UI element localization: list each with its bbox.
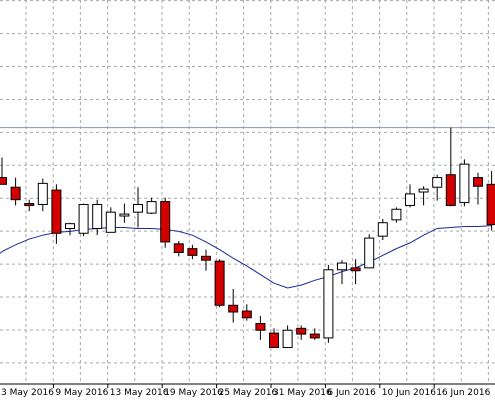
candle-body-bear xyxy=(255,323,266,331)
candle-body-bull xyxy=(146,201,157,214)
candle xyxy=(241,304,252,321)
candle xyxy=(418,186,429,206)
candle-body-bear xyxy=(173,243,184,253)
candle xyxy=(119,203,130,223)
candle xyxy=(282,325,293,349)
x-tick-label: 3 May 2016 xyxy=(1,388,54,398)
candles xyxy=(0,127,495,349)
x-tick-label: 6 Jun 2016 xyxy=(327,388,376,398)
candle xyxy=(24,199,35,212)
candle xyxy=(228,288,239,323)
candle xyxy=(473,172,483,205)
candle xyxy=(51,184,62,244)
candle xyxy=(65,222,75,236)
x-tick-label: 19 May 2016 xyxy=(164,388,223,398)
candle xyxy=(377,218,388,240)
candle xyxy=(309,328,320,340)
grid-lines xyxy=(0,0,495,384)
candle xyxy=(405,184,415,208)
candle-body-bull xyxy=(37,182,48,205)
candle-body-bear xyxy=(350,267,361,272)
candle xyxy=(269,328,279,349)
candle xyxy=(214,259,225,308)
candle-body-bear xyxy=(296,327,307,335)
candle-body-bull xyxy=(418,188,429,193)
x-tick-label: 10 Jun 2016 xyxy=(382,388,436,398)
x-tick-label: 13 May 2016 xyxy=(110,388,169,398)
candle xyxy=(92,199,103,236)
candle-body-bear xyxy=(228,304,239,313)
candle-body-bull xyxy=(364,237,375,269)
x-tick-label: 25 May 2016 xyxy=(219,388,278,398)
candle-body-bull xyxy=(282,329,293,349)
candle-body-bear xyxy=(473,177,483,187)
candle xyxy=(337,260,347,285)
candle-body-bear xyxy=(201,255,211,261)
candle xyxy=(364,234,375,269)
candle-body-bull xyxy=(133,203,143,213)
candle xyxy=(391,207,402,223)
candle-body-bull xyxy=(377,222,388,237)
candle-body-bear xyxy=(486,183,495,226)
candle xyxy=(160,197,171,248)
candle-body-bear xyxy=(24,203,35,206)
x-tick-label: 9 May 2016 xyxy=(55,388,108,398)
candle xyxy=(323,264,334,343)
candle xyxy=(486,170,495,231)
candle xyxy=(133,187,143,228)
candle xyxy=(146,197,157,215)
candle-body-bear xyxy=(445,174,456,206)
candle-body-bear xyxy=(51,189,62,234)
candle xyxy=(432,174,443,201)
candle-body-bull xyxy=(337,262,347,271)
candle xyxy=(10,177,21,206)
candle-body-bear xyxy=(309,333,320,339)
candle-body-bear xyxy=(214,260,225,306)
moving-average-line xyxy=(0,225,492,289)
candle-body-bull xyxy=(119,213,130,217)
candle-body-bull xyxy=(78,203,89,234)
candle xyxy=(350,259,361,285)
candle-body-bear xyxy=(187,248,198,256)
candle-body-bear xyxy=(269,332,279,349)
candle-body-bear xyxy=(160,201,171,243)
candle xyxy=(0,157,7,185)
candle xyxy=(296,325,307,340)
moving-average-layer xyxy=(0,225,492,289)
candle xyxy=(201,249,211,271)
candle xyxy=(105,207,116,233)
candle-body-bull xyxy=(65,223,75,229)
candle xyxy=(187,244,198,260)
candle-body-bull xyxy=(432,177,443,188)
candle-body-bull xyxy=(105,211,116,233)
candle xyxy=(459,159,470,207)
x-tick-label: 16 Jun 2016 xyxy=(436,388,490,398)
candle xyxy=(255,315,266,340)
candle xyxy=(173,240,184,257)
x-tick-label: 31 May 2016 xyxy=(273,388,332,398)
candle-body-bear xyxy=(10,186,21,201)
candle-body-bear xyxy=(0,177,7,185)
candle xyxy=(445,127,456,207)
candle-body-bull xyxy=(405,193,415,206)
candle xyxy=(37,178,48,212)
candle xyxy=(78,203,89,237)
candle-body-bear xyxy=(241,310,252,319)
candle-body-bull xyxy=(391,208,402,221)
candle-body-bull xyxy=(323,269,334,339)
candle-body-bull xyxy=(92,203,103,229)
candle-body-bull xyxy=(459,163,470,204)
